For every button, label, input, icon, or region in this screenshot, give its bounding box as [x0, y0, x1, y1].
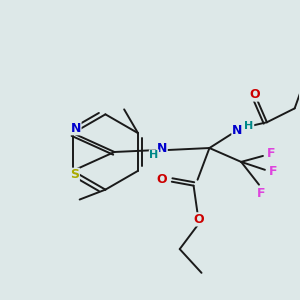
Text: O: O	[157, 173, 167, 186]
Text: S: S	[70, 168, 79, 181]
Text: O: O	[193, 213, 204, 226]
Text: F: F	[268, 165, 277, 178]
Text: F: F	[267, 148, 275, 160]
Text: N: N	[70, 122, 81, 135]
Text: H: H	[149, 150, 159, 160]
Text: H: H	[244, 121, 254, 131]
Text: F: F	[257, 187, 265, 200]
Text: O: O	[250, 88, 260, 101]
Text: N: N	[157, 142, 167, 154]
Text: N: N	[232, 124, 242, 137]
